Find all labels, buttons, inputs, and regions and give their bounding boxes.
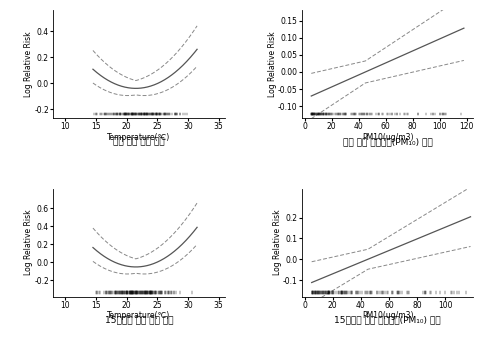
Y-axis label: Log Relative Risk: Log Relative Risk xyxy=(272,210,282,276)
Text: 전체 연령 미세먼지(PM₁₀) 효과: 전체 연령 미세먼지(PM₁₀) 효과 xyxy=(343,137,432,146)
Text: 전체 연령 기온 효과: 전체 연령 기온 효과 xyxy=(113,137,165,146)
X-axis label: PM10(ug/m3): PM10(ug/m3) xyxy=(362,311,413,320)
Y-axis label: Log Relative Risk: Log Relative Risk xyxy=(268,31,277,97)
Text: 15세미만 연령 기온 효과: 15세미만 연령 기온 효과 xyxy=(105,315,173,324)
Y-axis label: Log Relative Risk: Log Relative Risk xyxy=(24,31,33,97)
X-axis label: PM10(ug/m3): PM10(ug/m3) xyxy=(362,133,413,142)
Y-axis label: Log Relative Risk: Log Relative Risk xyxy=(24,210,33,276)
Text: 15세미만 연령 미세먼지(PM₁₀) 효과: 15세미만 연령 미세먼지(PM₁₀) 효과 xyxy=(334,315,441,324)
X-axis label: Temperature(℃): Temperature(℃) xyxy=(107,133,170,142)
X-axis label: Temperature(℃): Temperature(℃) xyxy=(107,311,170,320)
